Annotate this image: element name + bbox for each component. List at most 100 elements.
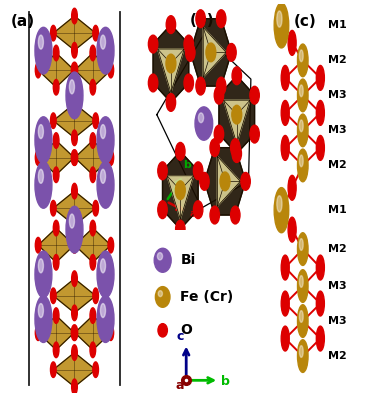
Circle shape bbox=[176, 143, 185, 160]
Circle shape bbox=[196, 10, 205, 28]
Circle shape bbox=[90, 45, 96, 61]
Circle shape bbox=[72, 62, 78, 78]
Polygon shape bbox=[153, 25, 189, 102]
Circle shape bbox=[299, 50, 303, 62]
Circle shape bbox=[232, 145, 241, 162]
Circle shape bbox=[298, 114, 308, 147]
Circle shape bbox=[198, 113, 203, 123]
Circle shape bbox=[176, 220, 185, 238]
Circle shape bbox=[35, 162, 52, 208]
Circle shape bbox=[93, 113, 98, 129]
Circle shape bbox=[97, 27, 114, 74]
Circle shape bbox=[281, 255, 289, 280]
Circle shape bbox=[51, 362, 56, 378]
Circle shape bbox=[71, 150, 77, 166]
Text: M3: M3 bbox=[328, 281, 347, 291]
Circle shape bbox=[35, 296, 52, 343]
Circle shape bbox=[316, 135, 324, 160]
Text: M2: M2 bbox=[328, 244, 347, 254]
Text: M3: M3 bbox=[328, 125, 347, 135]
Circle shape bbox=[281, 135, 289, 160]
Polygon shape bbox=[75, 141, 111, 175]
Circle shape bbox=[72, 42, 77, 58]
Circle shape bbox=[35, 62, 41, 78]
Circle shape bbox=[195, 107, 212, 140]
Text: Bi: Bi bbox=[180, 253, 196, 267]
Circle shape bbox=[193, 201, 203, 219]
Circle shape bbox=[97, 251, 114, 298]
Text: b: b bbox=[183, 160, 191, 170]
Polygon shape bbox=[53, 279, 96, 313]
Circle shape bbox=[154, 248, 171, 272]
Circle shape bbox=[53, 254, 59, 270]
Circle shape bbox=[100, 259, 105, 273]
Circle shape bbox=[281, 326, 289, 351]
Circle shape bbox=[38, 259, 44, 273]
Circle shape bbox=[90, 342, 96, 358]
Circle shape bbox=[298, 305, 308, 337]
Circle shape bbox=[93, 362, 98, 378]
Circle shape bbox=[216, 10, 226, 28]
Circle shape bbox=[220, 172, 230, 191]
Circle shape bbox=[299, 276, 303, 287]
Circle shape bbox=[175, 181, 185, 200]
Circle shape bbox=[90, 254, 96, 270]
Circle shape bbox=[72, 8, 77, 24]
Polygon shape bbox=[75, 228, 111, 262]
Polygon shape bbox=[38, 316, 74, 350]
Text: M3: M3 bbox=[328, 316, 347, 326]
Circle shape bbox=[100, 125, 105, 139]
Polygon shape bbox=[53, 353, 96, 387]
Circle shape bbox=[299, 239, 303, 251]
Circle shape bbox=[250, 86, 259, 104]
Circle shape bbox=[53, 342, 59, 358]
Circle shape bbox=[206, 43, 216, 62]
Polygon shape bbox=[38, 53, 74, 87]
Text: M1: M1 bbox=[328, 20, 347, 30]
Circle shape bbox=[298, 149, 308, 182]
Circle shape bbox=[35, 237, 41, 253]
Circle shape bbox=[298, 233, 308, 266]
Text: M2: M2 bbox=[328, 160, 347, 170]
Circle shape bbox=[196, 77, 205, 95]
Text: Fe (Cr): Fe (Cr) bbox=[180, 290, 234, 304]
Circle shape bbox=[108, 150, 114, 166]
Text: b: b bbox=[221, 375, 230, 388]
Circle shape bbox=[53, 308, 59, 324]
Circle shape bbox=[288, 175, 296, 200]
Circle shape bbox=[299, 120, 303, 132]
Circle shape bbox=[210, 206, 220, 224]
Polygon shape bbox=[203, 27, 226, 77]
Polygon shape bbox=[75, 53, 111, 87]
Circle shape bbox=[38, 304, 44, 318]
Circle shape bbox=[216, 77, 226, 95]
Circle shape bbox=[166, 54, 176, 73]
Circle shape bbox=[316, 255, 324, 280]
Circle shape bbox=[298, 270, 308, 303]
Circle shape bbox=[97, 117, 114, 164]
Circle shape bbox=[100, 304, 105, 318]
Circle shape bbox=[100, 169, 105, 183]
Circle shape bbox=[232, 67, 241, 85]
Circle shape bbox=[193, 162, 203, 180]
Polygon shape bbox=[38, 141, 74, 175]
Circle shape bbox=[53, 45, 59, 61]
Circle shape bbox=[35, 325, 41, 341]
Circle shape bbox=[158, 291, 162, 297]
Circle shape bbox=[200, 172, 209, 190]
Text: M1: M1 bbox=[328, 205, 347, 215]
Polygon shape bbox=[53, 191, 96, 225]
Circle shape bbox=[277, 196, 282, 212]
Polygon shape bbox=[205, 148, 245, 215]
Circle shape bbox=[281, 100, 289, 125]
Circle shape bbox=[299, 85, 303, 97]
Circle shape bbox=[250, 125, 259, 143]
Circle shape bbox=[288, 217, 296, 242]
Circle shape bbox=[288, 31, 296, 55]
Circle shape bbox=[35, 27, 52, 74]
Circle shape bbox=[316, 66, 324, 91]
Circle shape bbox=[51, 25, 56, 41]
Circle shape bbox=[158, 201, 167, 219]
Circle shape bbox=[38, 35, 44, 49]
Circle shape bbox=[35, 117, 52, 164]
